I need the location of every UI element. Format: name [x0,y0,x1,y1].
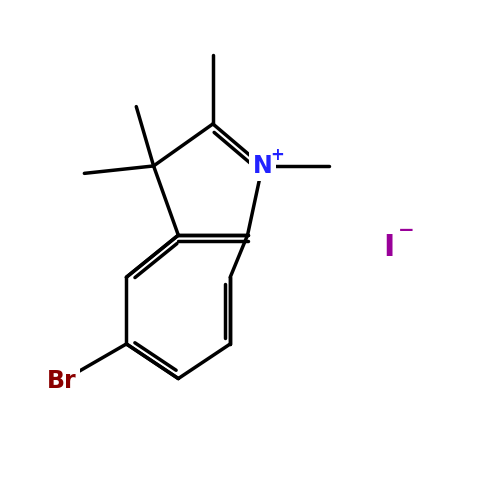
Text: N: N [252,154,272,178]
Text: Br: Br [48,369,77,393]
Text: −: − [398,220,414,240]
Text: I: I [383,233,394,262]
Text: +: + [270,146,284,164]
